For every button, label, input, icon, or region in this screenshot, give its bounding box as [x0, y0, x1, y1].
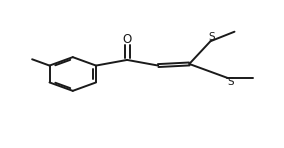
Text: S: S: [208, 32, 215, 42]
Text: O: O: [122, 33, 132, 46]
Text: S: S: [227, 77, 234, 87]
